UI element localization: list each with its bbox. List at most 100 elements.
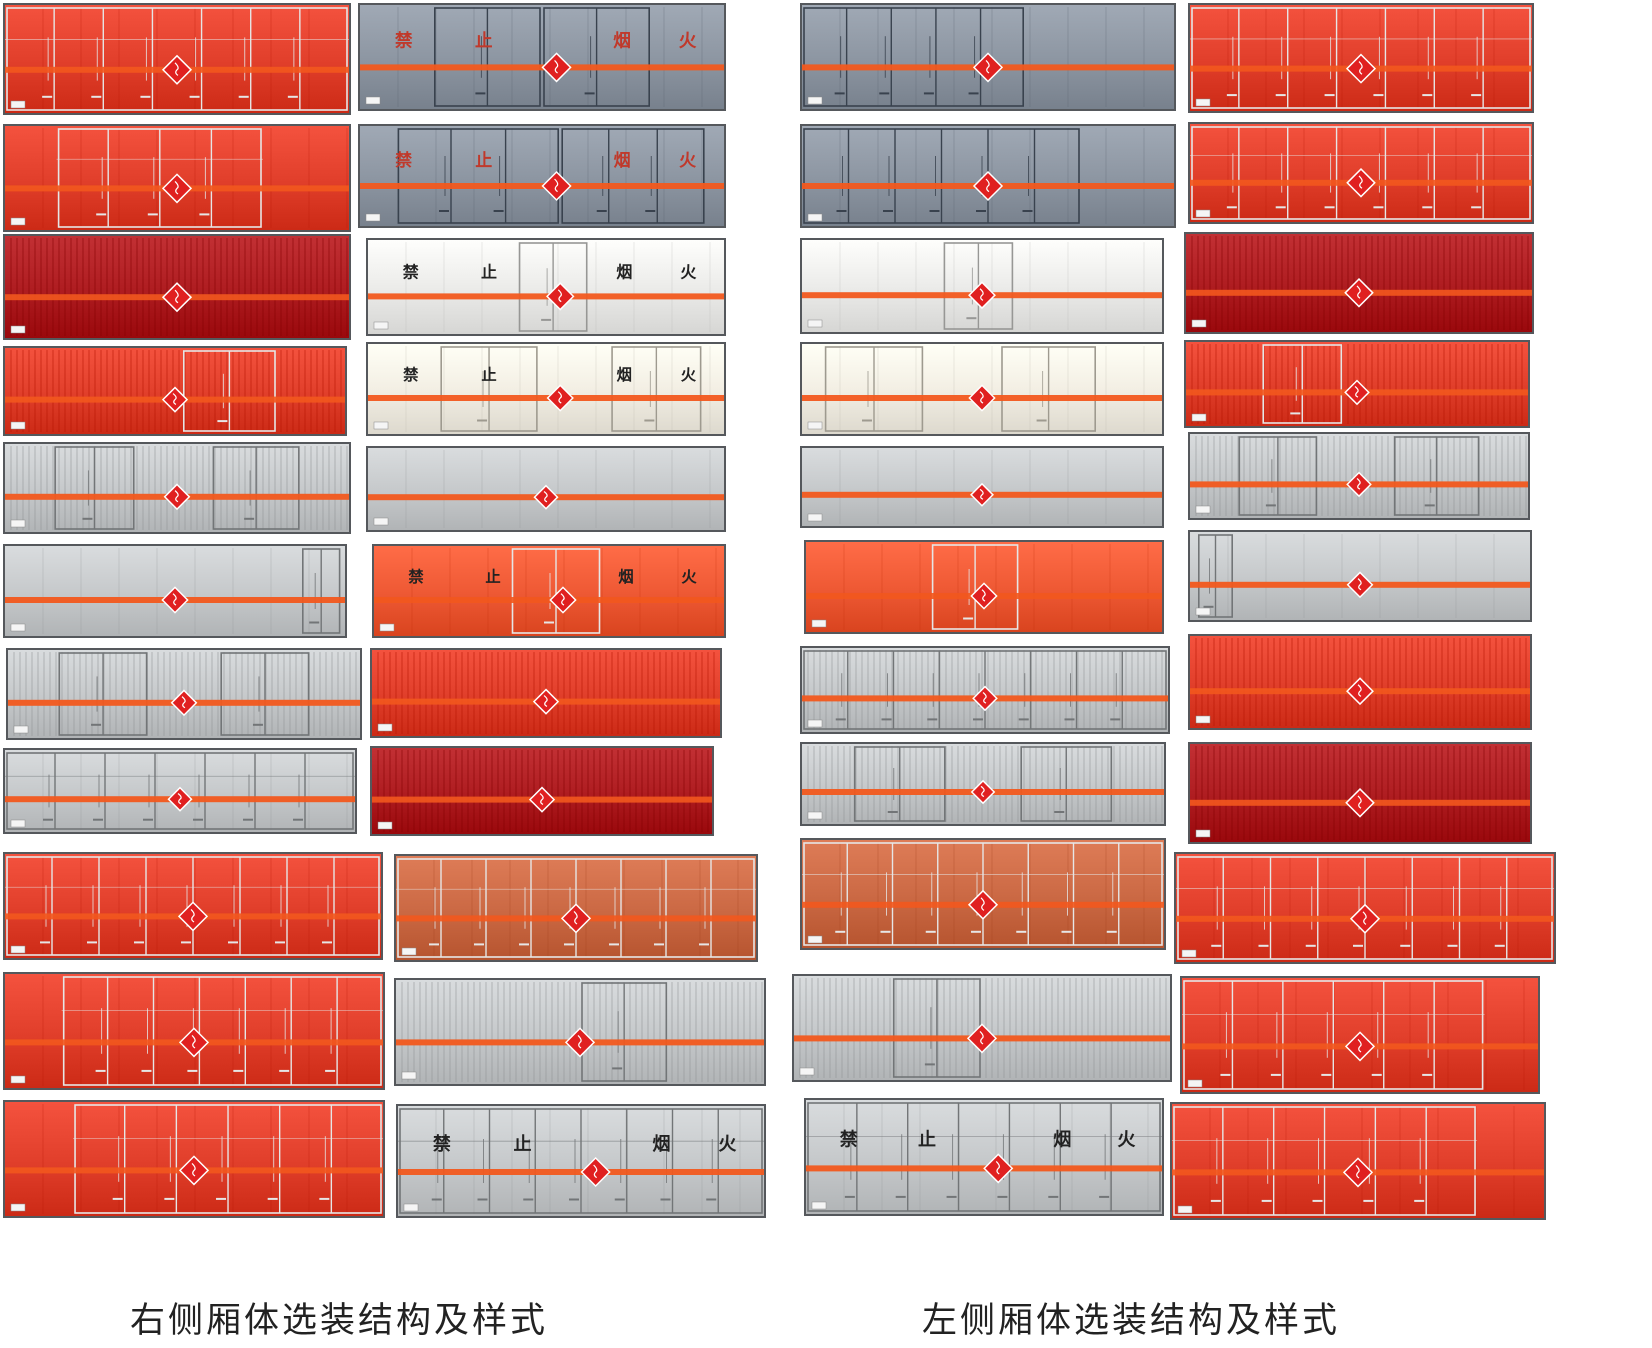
- cargo-box-panel: 禁止烟火: [366, 238, 726, 336]
- label-plate: [811, 1201, 827, 1210]
- label-plate: [401, 947, 417, 956]
- flame-icon: [543, 490, 548, 503]
- flame-icon: [1357, 578, 1362, 591]
- reflective-stripe: [368, 293, 724, 300]
- label-plate: [10, 945, 26, 954]
- panel-drawing: [1172, 1104, 1544, 1218]
- no-fire-sign-char: 烟: [613, 30, 631, 52]
- door-frame: [62, 976, 382, 1086]
- caption-left-side: 左侧厢体选装结构及样式: [922, 1301, 1341, 1341]
- cargo-box-panel: [3, 346, 347, 436]
- label-plate: [1195, 607, 1211, 616]
- no-fire-sign-char: 止: [481, 366, 496, 384]
- no-fire-sign-char: 火: [1117, 1130, 1136, 1151]
- label-plate: [403, 1203, 419, 1212]
- flame-icon: [979, 288, 984, 301]
- no-fire-sign-char: 止: [513, 1133, 531, 1155]
- cargo-box-panel: [366, 446, 726, 532]
- flame-icon: [1357, 684, 1362, 697]
- label-plate: [807, 319, 823, 328]
- cargo-box-panel: 禁止烟火: [366, 342, 726, 436]
- no-fire-sign-char: 烟: [614, 150, 631, 171]
- no-fire-sign-char: 禁: [433, 1133, 451, 1155]
- flame-icon: [1357, 1038, 1362, 1053]
- cargo-box-panel: [3, 748, 357, 834]
- label-plate: [377, 723, 393, 732]
- panel-drawing: [806, 542, 1162, 632]
- cargo-box-panel: [800, 742, 1166, 826]
- cargo-box-panel: 禁止烟火: [372, 544, 726, 638]
- panel-drawing: [368, 448, 724, 530]
- cargo-box-panel: [1188, 634, 1532, 730]
- panel-drawing: 禁止烟火: [360, 5, 724, 109]
- no-fire-sign-char: 止: [485, 568, 500, 586]
- panel-body: [368, 240, 724, 334]
- flame-icon: [174, 180, 179, 195]
- panel-drawing: 禁止烟火: [368, 240, 724, 334]
- door-frame: [6, 752, 354, 830]
- flame-icon: [980, 785, 985, 798]
- no-fire-sign-char: 烟: [653, 1133, 671, 1155]
- cargo-box-panel: [3, 442, 351, 534]
- flame-icon: [543, 695, 548, 707]
- flame-icon: [1354, 386, 1359, 398]
- panel-drawing: [5, 974, 383, 1088]
- label-plate: [10, 519, 26, 528]
- no-fire-sign-char: 烟: [1053, 1129, 1071, 1151]
- label-plate: [379, 623, 395, 632]
- label-plate: [1195, 98, 1211, 107]
- panel-body: [368, 344, 724, 434]
- reflective-stripe: [374, 597, 724, 603]
- no-fire-sign-char: 禁: [408, 568, 424, 586]
- reflective-stripe: [368, 395, 724, 401]
- panel-drawing: [5, 750, 355, 832]
- flame-icon: [979, 391, 984, 404]
- flame-icon: [174, 490, 179, 503]
- no-fire-sign-char: 烟: [618, 568, 633, 586]
- panel-drawing: [802, 744, 1164, 824]
- door-frame: [1191, 126, 1531, 220]
- no-fire-sign-char: 烟: [616, 263, 632, 282]
- no-fire-sign-char: 止: [475, 150, 492, 171]
- label-plate: [799, 1067, 815, 1076]
- cargo-box-panel: [370, 648, 722, 738]
- cargo-box-panel: [3, 124, 351, 232]
- label-plate: [365, 96, 381, 105]
- label-plate: [401, 1071, 417, 1080]
- panel-drawing: 禁止烟火: [374, 546, 724, 636]
- label-plate: [811, 619, 827, 628]
- cargo-box-panel: 禁止烟火: [358, 3, 726, 111]
- panel-drawing: 禁止烟火: [806, 1100, 1162, 1214]
- flame-icon: [1362, 911, 1367, 925]
- no-fire-sign-char: 火: [680, 263, 696, 282]
- label-plate: [807, 421, 823, 430]
- cargo-box-panel: [1188, 742, 1532, 844]
- cargo-box-panel: [3, 234, 351, 340]
- flame-icon: [172, 593, 177, 606]
- flame-icon: [172, 393, 177, 405]
- cargo-box-panel: [800, 342, 1164, 436]
- flame-icon: [1356, 478, 1361, 490]
- door-frame: [807, 1102, 1161, 1212]
- label-plate: [10, 421, 26, 430]
- label-plate: [1195, 505, 1211, 514]
- no-fire-sign-char: 火: [679, 31, 697, 52]
- panel-drawing: [1182, 978, 1538, 1092]
- flame-icon: [985, 59, 990, 74]
- no-fire-sign-char: 火: [681, 366, 697, 384]
- cargo-box-panel: [3, 3, 351, 115]
- label-plate: [1181, 949, 1197, 958]
- flame-icon: [995, 1160, 1000, 1175]
- cargo-box-panel: [800, 3, 1176, 111]
- cargo-box-panel: [370, 746, 714, 836]
- flame-icon: [174, 289, 179, 304]
- label-plate: [10, 819, 26, 828]
- no-fire-sign-char: 火: [681, 568, 697, 586]
- label-plate: [807, 935, 823, 944]
- no-fire-sign-char: 禁: [403, 366, 419, 384]
- flame-icon: [174, 62, 179, 76]
- cargo-box-panel: [6, 648, 362, 740]
- flame-icon: [1357, 795, 1362, 809]
- cargo-box-panel: [1188, 122, 1534, 224]
